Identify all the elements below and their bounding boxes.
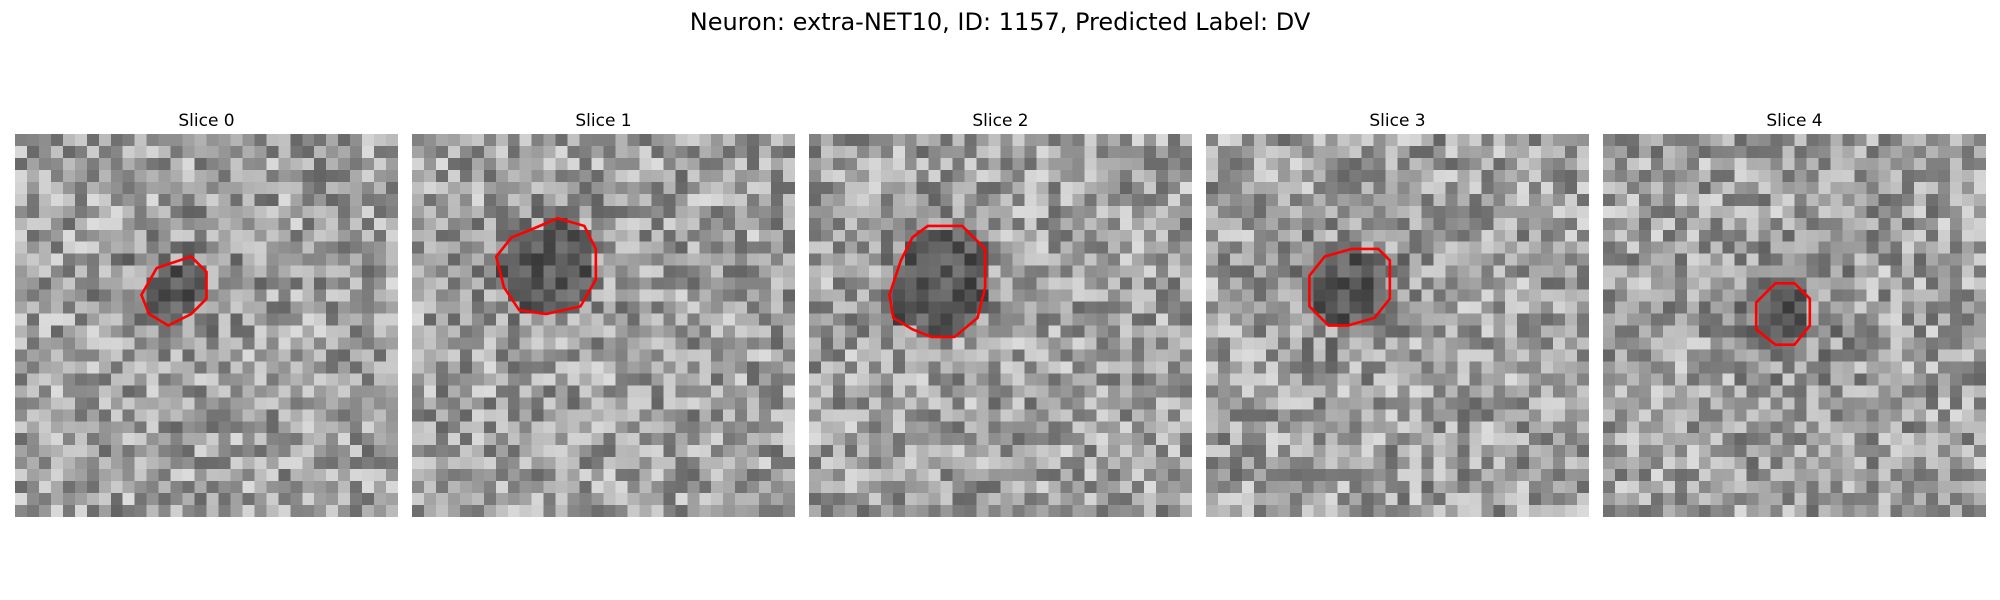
- slice-image: [1603, 134, 1986, 517]
- neuron-outline: [888, 224, 987, 339]
- neuron-outline: [494, 216, 598, 316]
- slice-title: Slice 1: [575, 111, 632, 131]
- slice-title: Slice 0: [178, 111, 235, 131]
- slice-image: [15, 134, 398, 517]
- neuron-outline: [139, 255, 208, 328]
- slice-panel-2: Slice 2: [809, 108, 1192, 517]
- neuron-outline: [1308, 247, 1392, 327]
- slice-panel-0: Slice 0: [15, 108, 398, 517]
- figure-title: Neuron: extra-NET10, ID: 1157, Predicted…: [689, 8, 1311, 36]
- slice-panel-1: Slice 1: [412, 108, 795, 517]
- slice-panel-3: Slice 3: [1206, 108, 1589, 517]
- slice-title: Slice 2: [972, 111, 1029, 131]
- slice-panel-4: Slice 4: [1603, 108, 1986, 517]
- slice-image: [1206, 134, 1589, 517]
- slice-image: [809, 134, 1192, 517]
- neuron-outline: [1754, 282, 1812, 346]
- slice-title: Slice 3: [1369, 111, 1426, 131]
- slice-image: [412, 134, 795, 517]
- slice-title: Slice 4: [1766, 111, 1823, 131]
